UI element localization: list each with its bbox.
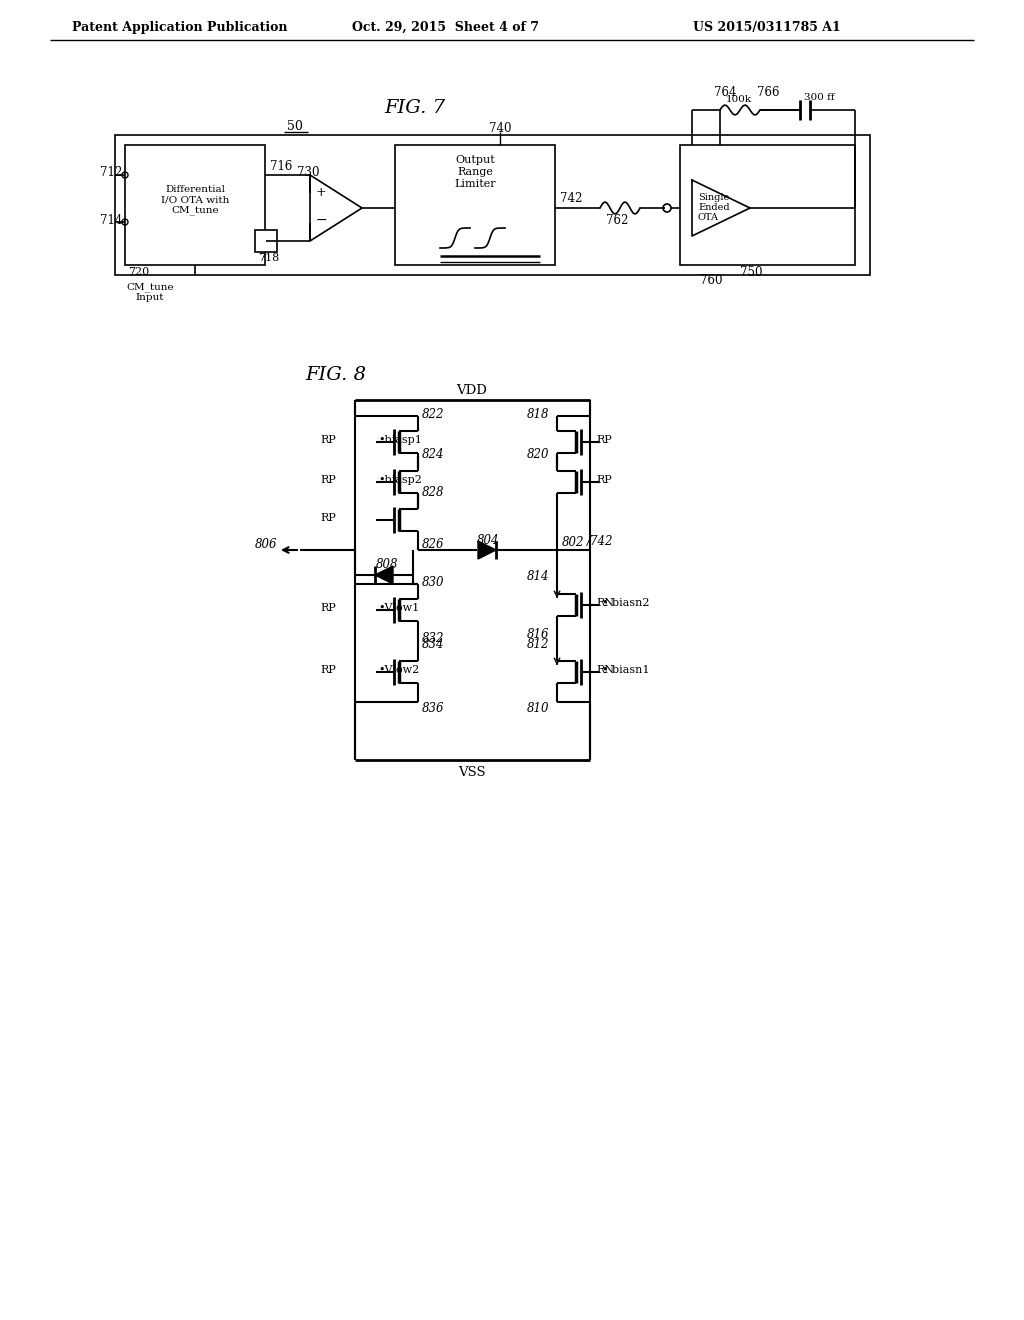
Text: 802: 802 [562,536,585,549]
Text: RP: RP [319,665,336,675]
Polygon shape [310,176,362,242]
Text: −: − [316,213,328,227]
Text: 834: 834 [422,638,444,651]
Polygon shape [692,180,750,236]
Text: Ended: Ended [698,203,730,213]
Text: 810: 810 [527,701,550,714]
Bar [255,230,278,252]
Text: 712: 712 [100,166,122,180]
Text: 740: 740 [488,121,511,135]
Text: 822: 822 [422,408,444,421]
Text: /742: /742 [587,536,613,549]
Text: OTA: OTA [698,214,719,223]
Text: Patent Application Publication: Patent Application Publication [72,21,288,33]
Text: 100k: 100k [726,95,752,104]
Text: RP: RP [596,436,611,445]
Text: 716: 716 [270,161,293,173]
Text: • biasn2: • biasn2 [602,598,649,609]
Text: •Vlow2: •Vlow2 [378,665,419,675]
Polygon shape [375,566,393,583]
Text: Oct. 29, 2015  Sheet 4 of 7: Oct. 29, 2015 Sheet 4 of 7 [352,21,539,33]
Bar [125,145,265,265]
Text: 804: 804 [477,533,500,546]
Text: 714: 714 [100,214,123,227]
Text: 814: 814 [527,570,550,583]
Text: 730: 730 [297,166,319,180]
Text: 826: 826 [422,539,444,552]
Text: 720: 720 [128,267,150,277]
Text: RP: RP [319,513,336,523]
Text: VSS: VSS [458,766,485,779]
Bar [395,145,555,265]
Text: 300 ff: 300 ff [804,94,835,103]
Text: 812: 812 [527,638,550,651]
Text: 806: 806 [255,539,278,552]
Polygon shape [478,541,496,558]
Text: 762: 762 [606,214,629,227]
Text: RP: RP [319,475,336,484]
Text: 760: 760 [700,273,723,286]
Text: VDD: VDD [457,384,487,396]
Text: 836: 836 [422,701,444,714]
Text: US 2015/0311785 A1: US 2015/0311785 A1 [693,21,841,33]
Text: 820: 820 [527,447,550,461]
Text: 816: 816 [527,627,550,640]
Text: 808: 808 [376,558,398,572]
Text: RP: RP [319,603,336,612]
Text: Single: Single [698,194,729,202]
Text: CM_tune
Input: CM_tune Input [126,282,174,302]
Text: 718: 718 [258,253,280,263]
Text: 764: 764 [714,86,736,99]
Text: •biasp1: •biasp1 [378,436,422,445]
Text: RP: RP [319,436,336,445]
Text: 766: 766 [757,86,779,99]
Text: RP: RP [596,475,611,484]
Text: 750: 750 [740,265,763,279]
Text: RN: RN [596,665,614,675]
Text: 824: 824 [422,447,444,461]
Text: Differential
I/O OTA with
CM_tune: Differential I/O OTA with CM_tune [161,185,229,215]
Text: • biasn1: • biasn1 [602,665,649,675]
Text: 818: 818 [527,408,550,421]
Bar [115,135,870,275]
Bar [680,145,855,265]
Text: 828: 828 [422,486,444,499]
Text: 830: 830 [422,576,444,589]
Text: •biasp2: •biasp2 [378,475,422,484]
Text: FIG. 8: FIG. 8 [305,366,366,384]
Text: 742: 742 [560,191,583,205]
Text: +: + [316,186,327,199]
Text: 832: 832 [422,632,444,645]
Text: •Vlow1: •Vlow1 [378,603,419,612]
Text: 50: 50 [287,120,303,133]
Text: RN: RN [596,598,614,609]
Text: FIG. 7: FIG. 7 [384,99,445,117]
Text: Output
Range
Limiter: Output Range Limiter [455,156,496,189]
